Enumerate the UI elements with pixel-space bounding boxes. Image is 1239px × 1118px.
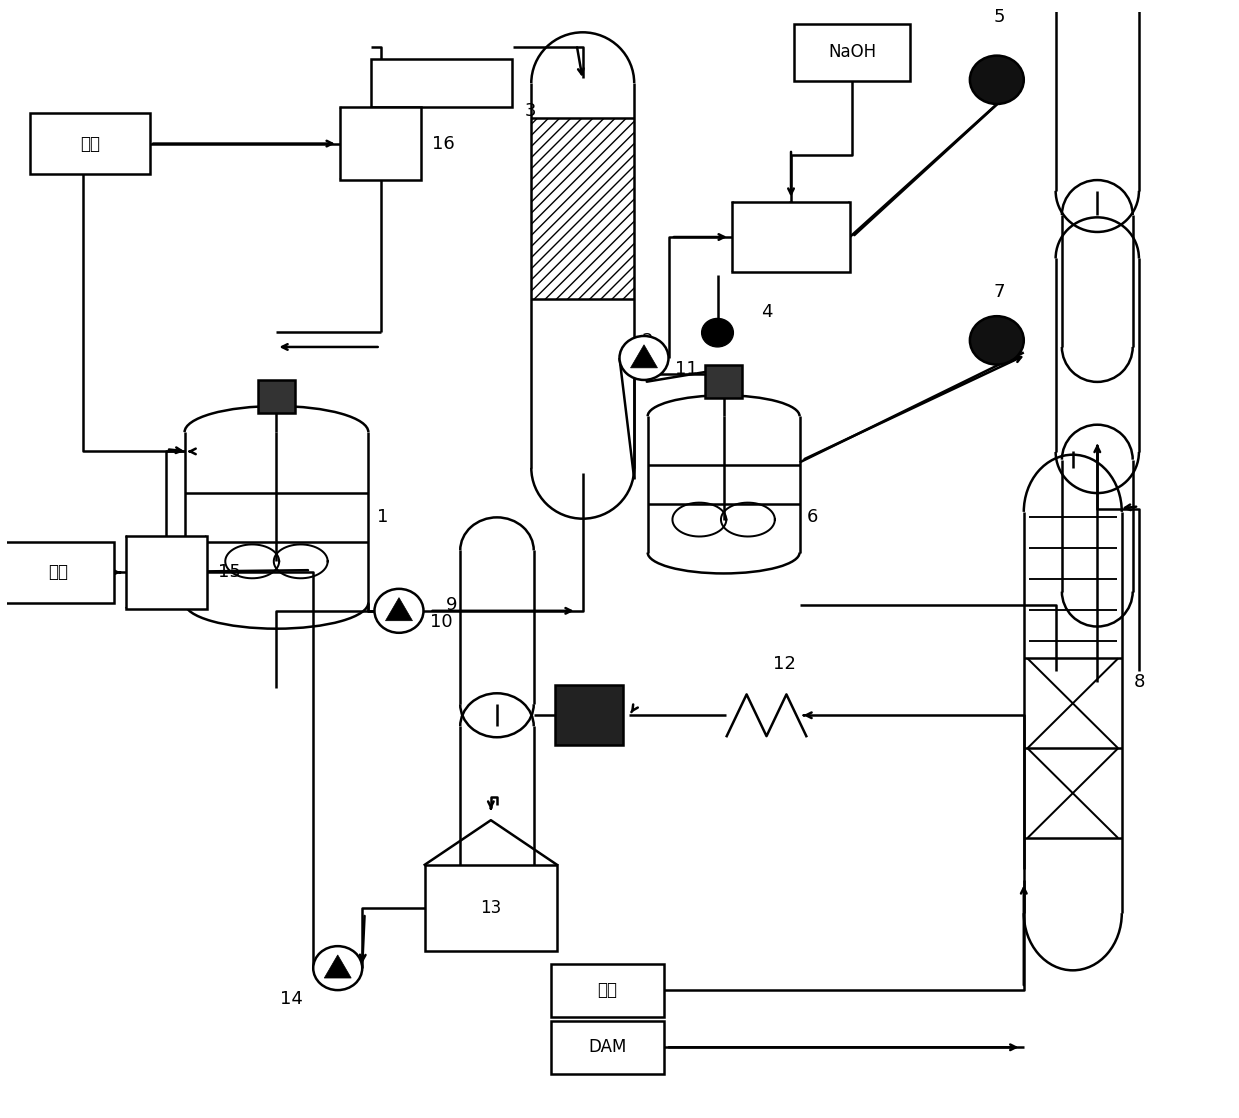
Text: 甲醛: 甲醛 [81, 134, 100, 152]
Circle shape [374, 589, 424, 633]
Text: 11: 11 [674, 360, 698, 378]
Text: 3: 3 [525, 102, 536, 120]
Text: 12: 12 [773, 655, 795, 673]
Text: 1: 1 [377, 509, 388, 527]
Circle shape [970, 316, 1023, 364]
Bar [258, 380, 295, 414]
Text: 10: 10 [430, 613, 452, 631]
Polygon shape [325, 955, 351, 978]
Text: 8: 8 [1134, 673, 1145, 691]
Polygon shape [631, 344, 658, 368]
Text: 14: 14 [280, 989, 302, 1008]
Text: 5: 5 [994, 8, 1005, 26]
Text: DAM: DAM [589, 1039, 627, 1057]
Text: 4: 4 [761, 303, 772, 321]
Circle shape [620, 337, 669, 380]
Bar [532, 117, 634, 299]
Bar [794, 23, 911, 80]
Text: NaOH: NaOH [828, 44, 876, 61]
Bar [126, 536, 207, 608]
Text: 15: 15 [218, 563, 240, 581]
Bar [341, 107, 421, 180]
Text: 7: 7 [994, 283, 1005, 301]
Bar [30, 113, 150, 173]
Text: 9: 9 [446, 596, 457, 614]
Bar [425, 865, 558, 950]
Text: 蒸汽: 蒸汽 [597, 982, 617, 999]
Bar [551, 1021, 664, 1073]
Text: 16: 16 [432, 134, 455, 152]
Text: 2: 2 [642, 332, 653, 350]
Text: 盐酸: 盐酸 [48, 563, 68, 581]
Bar [705, 364, 742, 398]
Polygon shape [385, 598, 413, 620]
Bar [555, 685, 622, 746]
Bar [551, 964, 664, 1016]
Circle shape [970, 56, 1023, 104]
Circle shape [701, 319, 733, 347]
Text: 13: 13 [481, 899, 502, 917]
Circle shape [313, 946, 362, 991]
Bar [372, 59, 512, 107]
Bar [732, 202, 850, 272]
Bar [4, 542, 114, 603]
Text: 6: 6 [807, 509, 818, 527]
